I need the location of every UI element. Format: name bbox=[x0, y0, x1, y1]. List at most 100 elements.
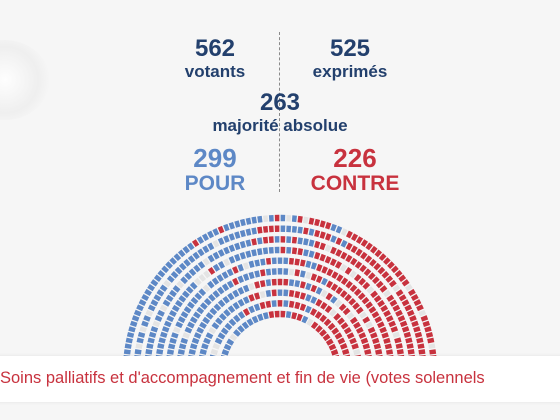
seat-contre bbox=[262, 236, 269, 244]
seat-contre bbox=[395, 343, 403, 349]
seat-contre bbox=[308, 217, 315, 225]
seat-pour bbox=[171, 332, 179, 339]
seat-pour bbox=[251, 315, 259, 324]
seat-pour bbox=[150, 299, 159, 307]
seat-contre bbox=[360, 251, 368, 260]
seat-pour bbox=[268, 214, 274, 222]
seat-contre bbox=[383, 337, 391, 344]
seat-contre bbox=[384, 343, 392, 350]
seat-contre bbox=[335, 249, 343, 257]
seat-pour bbox=[192, 251, 200, 260]
seat-contre bbox=[385, 349, 394, 355]
seat-contre bbox=[310, 321, 319, 330]
seat-contre bbox=[262, 226, 269, 233]
seat-contre bbox=[274, 225, 280, 232]
seat-pour bbox=[205, 332, 214, 340]
seat-contre bbox=[268, 311, 275, 319]
seat-contre bbox=[374, 249, 383, 258]
seat-pour bbox=[162, 299, 171, 307]
seat-contre bbox=[268, 225, 274, 233]
seat-contre bbox=[280, 236, 286, 243]
seat-contre bbox=[385, 275, 394, 283]
seat-pour bbox=[211, 322, 220, 330]
seat-contre bbox=[326, 280, 334, 289]
seat-contre bbox=[217, 225, 225, 234]
seat-pour bbox=[160, 331, 168, 338]
seat-pour bbox=[208, 293, 216, 302]
seat-pour bbox=[277, 289, 283, 296]
seat-pour bbox=[190, 343, 198, 350]
seat-pour bbox=[166, 275, 175, 283]
seat-pour bbox=[169, 257, 177, 265]
seat-pour bbox=[166, 349, 175, 355]
seat-pour bbox=[205, 312, 214, 320]
seat-pour bbox=[227, 292, 235, 301]
seat-pour bbox=[207, 280, 215, 289]
seat-empty bbox=[202, 257, 210, 266]
seat-pour bbox=[228, 244, 236, 253]
pour-label: POUR bbox=[184, 172, 246, 195]
seat-pour bbox=[211, 277, 220, 286]
seat-pour bbox=[248, 271, 255, 280]
seat-contre bbox=[265, 257, 272, 265]
seat-pour bbox=[297, 226, 303, 234]
seat-pour bbox=[283, 257, 289, 265]
seat-pour bbox=[217, 237, 225, 246]
seat-contre bbox=[389, 299, 398, 307]
seat-pour bbox=[188, 349, 196, 355]
seat-pour bbox=[241, 321, 250, 330]
seat-empty bbox=[340, 228, 348, 236]
seat-contre bbox=[406, 343, 414, 349]
seat-pour bbox=[153, 294, 162, 302]
seat-contre bbox=[299, 303, 307, 312]
seat-empty bbox=[305, 271, 312, 280]
seat-pour bbox=[177, 249, 186, 258]
seat-contre bbox=[401, 279, 410, 287]
seat-pour bbox=[254, 259, 261, 267]
seat-pour bbox=[280, 225, 286, 232]
seat-pour bbox=[227, 305, 236, 314]
seat-contre bbox=[358, 277, 366, 286]
seat-pour bbox=[187, 301, 195, 309]
seat-contre bbox=[303, 227, 309, 235]
seat-pour bbox=[223, 308, 231, 317]
seat-contre bbox=[343, 327, 352, 335]
seat-pour bbox=[257, 237, 263, 245]
seat-contre bbox=[330, 349, 339, 356]
seat-pour bbox=[212, 251, 220, 260]
seat-contre bbox=[375, 349, 383, 355]
seat-pour bbox=[217, 261, 226, 269]
seat-pour bbox=[234, 220, 241, 228]
seat-contre bbox=[315, 275, 323, 284]
seat-pour bbox=[209, 307, 218, 316]
seat-contre bbox=[365, 242, 373, 251]
seat-pour bbox=[199, 348, 207, 355]
seat-contre bbox=[310, 284, 318, 293]
seat-contre bbox=[355, 326, 364, 334]
seat-pour bbox=[123, 349, 131, 355]
seat-contre bbox=[296, 313, 303, 322]
seat-empty bbox=[383, 289, 391, 298]
seat-contre bbox=[381, 332, 389, 339]
seat-contre bbox=[353, 273, 362, 282]
pour-stat: 299 POUR bbox=[160, 145, 270, 194]
seat-contre bbox=[398, 294, 407, 302]
seat-contre bbox=[383, 309, 391, 318]
seat-pour bbox=[226, 280, 234, 289]
seat-contre bbox=[314, 311, 323, 319]
seat-contre bbox=[314, 229, 321, 238]
seat-contre bbox=[363, 268, 372, 277]
seat-contre bbox=[404, 304, 413, 312]
seat-contre bbox=[364, 255, 373, 264]
seat-contre bbox=[409, 315, 417, 322]
seat-pour bbox=[171, 304, 180, 313]
seat-pour bbox=[274, 246, 280, 254]
seat-contre bbox=[360, 337, 369, 345]
seat-pour bbox=[237, 298, 245, 307]
seat-contre bbox=[355, 248, 363, 257]
seat-empty bbox=[365, 321, 373, 329]
seat-contre bbox=[323, 318, 332, 327]
seat-pour bbox=[239, 229, 246, 238]
seat-pour bbox=[198, 288, 207, 297]
seat-pour bbox=[166, 315, 175, 323]
